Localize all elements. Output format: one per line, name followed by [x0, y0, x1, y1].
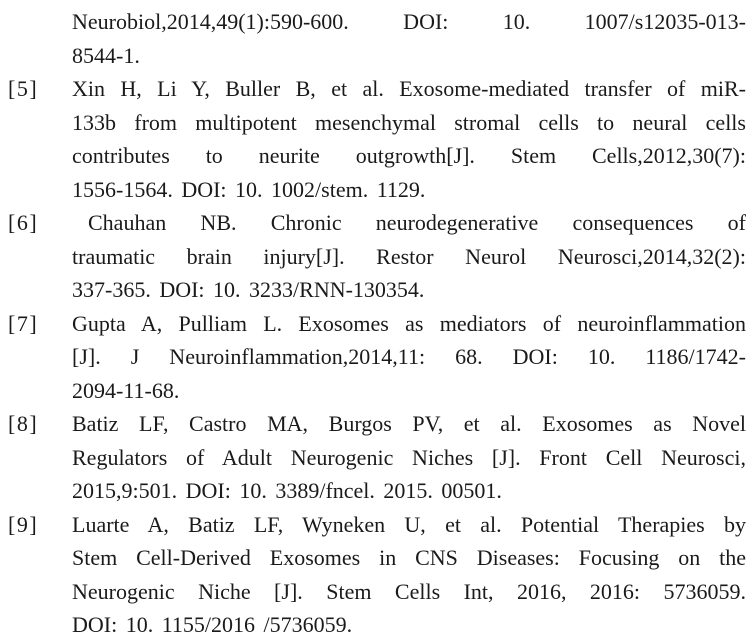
- reference-line: Chauhan NB. Chronic neurodegenerative co…: [88, 210, 746, 235]
- reference-item-7: [7] Gupta A, Pulliam L. Exosomes as medi…: [8, 307, 746, 408]
- reference-text: Xin H, Li Y, Buller B, et al. Exosome-me…: [72, 72, 746, 206]
- reference-number: [7]: [8, 310, 39, 336]
- reference-text: Chauhan NB. Chronic neurodegenerative co…: [72, 206, 746, 307]
- reference-line: Xin H, Li Y, Buller B, et al. Exosome-me…: [72, 76, 746, 101]
- reference-number: [8, 5, 72, 39]
- reference-text: Gupta A, Pulliam L. Exosomes as mediator…: [72, 307, 746, 408]
- reference-item-8: [8] Batiz LF, Castro MA, Burgos PV, et a…: [8, 407, 746, 508]
- reference-item-4-continuation: Neurobiol,2014,49(1):590-600. DOI: 10. 1…: [8, 5, 746, 72]
- reference-item-9: [9] Luarte A, Batiz LF, Wyneken U, et al…: [8, 508, 746, 638]
- reference-line: DOI: 10. 1155/2016 /5736059.: [72, 612, 353, 637]
- reference-number: [8]: [8, 411, 39, 436]
- reference-line: Gupta A, Pulliam L. Exosomes as mediator…: [72, 310, 746, 336]
- reference-text: Neurobiol,2014,49(1):590-600. DOI: 10. 1…: [72, 5, 746, 72]
- reference-line: Batiz LF, Castro MA, Burgos PV, et al. E…: [72, 411, 746, 436]
- reference-item-6: [6] Chauhan NB. Chronic neurodegenerativ…: [8, 206, 746, 307]
- reference-line: 337-365. DOI: 10. 3233/RNN-130354.: [72, 277, 425, 302]
- reference-number: [6]: [8, 210, 39, 235]
- reference-line: traumatic brain injury[J]. Restor Neurol…: [72, 243, 746, 269]
- reference-line: Neurogenic Niche [J]. Stem Cells Int, 20…: [72, 578, 746, 604]
- reference-line: 133b from multipotent mesenchymal stroma…: [72, 109, 746, 135]
- reference-item-5: [5] Xin H, Li Y, Buller B, et al. Exosom…: [8, 72, 746, 206]
- reference-line: Luarte A, Batiz LF, Wyneken U, et al. Po…: [72, 511, 746, 537]
- reference-number: [9]: [8, 511, 39, 537]
- reference-number: [5]: [8, 76, 39, 101]
- reference-line: 1556-1564. DOI: 10. 1002/stem. 1129.: [72, 176, 426, 202]
- reference-line: Neurobiol,2014,49(1):590-600. DOI: 10. 1…: [72, 9, 746, 34]
- reference-line: 8544-1.: [72, 42, 140, 68]
- reference-line: Stem Cell-Derived Exosomes in CNS Diseas…: [72, 545, 746, 570]
- reference-line: contributes to neurite outgrowth[J]. Ste…: [72, 143, 746, 168]
- reference-line: 2094-11-68.: [72, 377, 180, 403]
- reference-line: Regulators of Adult Neurogenic Niches [J…: [72, 444, 746, 470]
- reference-line: [J]. J Neuroinflammation,2014,11: 68. DO…: [72, 344, 746, 369]
- reference-text: Luarte A, Batiz LF, Wyneken U, et al. Po…: [72, 508, 746, 638]
- reference-line: 2015,9:501. DOI: 10. 3389/fncel. 2015. 0…: [72, 478, 502, 503]
- reference-text: Batiz LF, Castro MA, Burgos PV, et al. E…: [72, 407, 746, 508]
